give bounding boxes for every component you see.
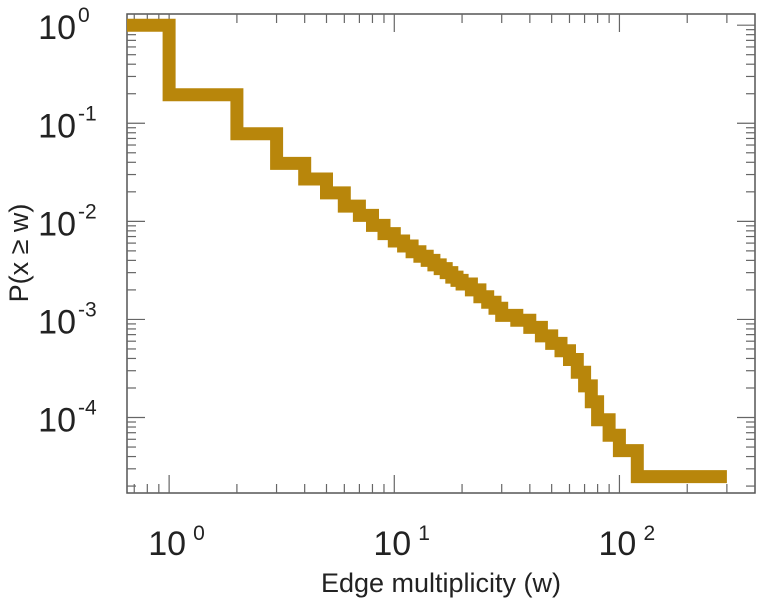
y-tick-label: 10 — [38, 9, 76, 47]
major-ticks — [127, 14, 755, 493]
y-tick-label: 10 — [38, 107, 76, 145]
x-tick-label: 10 — [373, 525, 411, 563]
minor-ticks — [127, 14, 755, 493]
y-tick-exponent: -1 — [78, 102, 97, 125]
y-tick-exponent: -4 — [78, 397, 97, 420]
y-tick-label: 10 — [38, 303, 76, 341]
x-tick-exponent: 2 — [643, 522, 655, 545]
x-axis-title: Edge multiplicity (w) — [321, 568, 561, 598]
y-tick-exponent: -3 — [78, 298, 97, 321]
x-tick-label: 10 — [599, 525, 637, 563]
y-tick-label: 10 — [38, 205, 76, 243]
plot-frame — [126, 13, 756, 494]
y-tick-exponent: -2 — [78, 200, 97, 223]
ccdf-series-line — [127, 18, 727, 484]
x-tick-exponent: 1 — [418, 522, 430, 545]
x-tick-exponent: 0 — [193, 522, 205, 545]
x-tick-label: 10 — [148, 525, 186, 563]
y-axis-title: P(x ≥ w) — [4, 204, 34, 303]
y-tick-exponent: 0 — [78, 4, 90, 27]
x-tick-labels: 10 0 10 1 10 2 — [148, 522, 655, 563]
y-tick-label: 10 — [38, 402, 76, 440]
